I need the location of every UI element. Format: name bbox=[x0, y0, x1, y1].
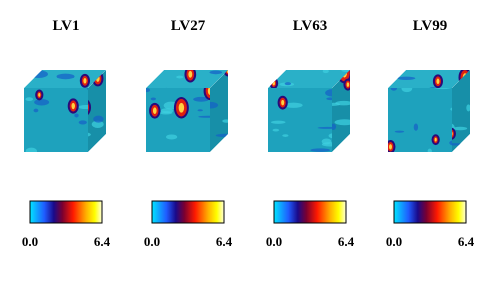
panel: LV99 0.0 6.4 bbox=[386, 18, 475, 249]
panel-title: LV1 bbox=[53, 18, 80, 34]
colorbar bbox=[273, 200, 347, 224]
panel-title: LV99 bbox=[413, 18, 447, 34]
cube-face bbox=[88, 70, 106, 152]
panel: LV1 0.0 6.4 bbox=[22, 18, 111, 249]
cube-face bbox=[388, 70, 470, 88]
cube-face bbox=[210, 70, 228, 152]
colorbar-min-label: 0.0 bbox=[22, 234, 38, 249]
panel: LV63 0.0 6.4 bbox=[266, 18, 355, 249]
cube-face bbox=[452, 70, 470, 152]
colorbar-max-label: 6.4 bbox=[216, 234, 233, 249]
volume-cube bbox=[268, 70, 350, 152]
colorbar bbox=[151, 200, 225, 224]
cube-face bbox=[388, 88, 452, 152]
panel: LV27 0.0 6.4 bbox=[144, 18, 233, 249]
colorbar bbox=[393, 200, 467, 224]
colorbar-min-label: 0.0 bbox=[386, 234, 402, 249]
cube-face bbox=[24, 88, 88, 152]
cube-face bbox=[332, 70, 350, 152]
cube-face bbox=[146, 88, 210, 152]
colorbar-min-label: 0.0 bbox=[266, 234, 282, 249]
panel-title: LV63 bbox=[293, 18, 327, 34]
volume-cube bbox=[24, 70, 106, 152]
colorbar-min-label: 0.0 bbox=[144, 234, 160, 249]
colorbar bbox=[29, 200, 103, 224]
colorbar-max-label: 6.4 bbox=[458, 234, 475, 249]
colorbar-max-label: 6.4 bbox=[94, 234, 111, 249]
colorbar-max-label: 6.4 bbox=[338, 234, 355, 249]
volume-cube bbox=[388, 70, 470, 152]
volume-cube bbox=[146, 70, 228, 152]
panel-title: LV27 bbox=[171, 18, 206, 34]
